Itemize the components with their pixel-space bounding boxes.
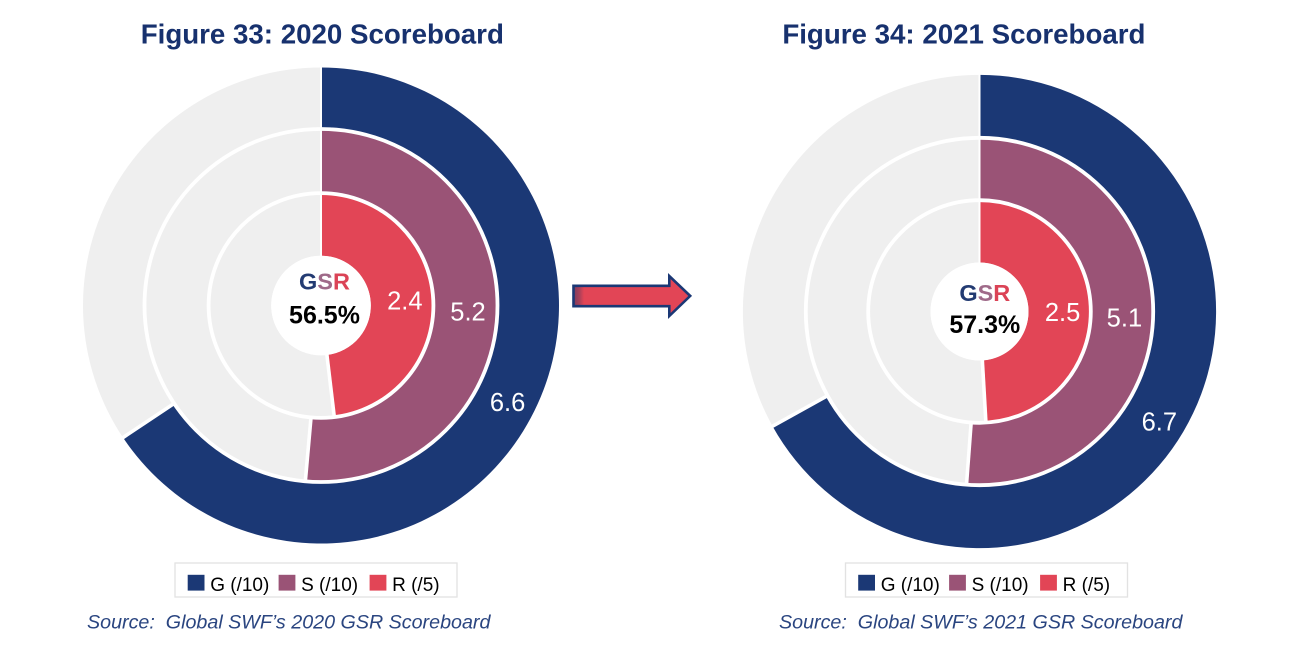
- svg-text:56.5%: 56.5%: [289, 302, 360, 330]
- svg-text:5.1: 5.1: [1107, 304, 1142, 332]
- svg-text:Source: Global SWF’s 2020 GSR: Source: Global SWF’s 2020 GSR Scoreboard: [87, 611, 491, 633]
- svg-text:6.6: 6.6: [490, 389, 525, 417]
- svg-text:Figure 34: 2021 Scoreboard: Figure 34: 2021 Scoreboard: [782, 19, 1145, 50]
- svg-text:G (/10): G (/10): [210, 575, 269, 596]
- svg-text:5.2: 5.2: [450, 298, 485, 326]
- svg-text:2.5: 2.5: [1045, 299, 1080, 327]
- svg-text:Source: Global SWF’s 2021 GSR: Source: Global SWF’s 2021 GSR Scoreboard: [779, 611, 1183, 633]
- svg-text:S (/10): S (/10): [972, 575, 1029, 596]
- svg-text:S (/10): S (/10): [301, 575, 358, 596]
- svg-text:R (/5): R (/5): [1063, 575, 1111, 596]
- svg-text:57.3%: 57.3%: [949, 311, 1020, 339]
- svg-text:GSR: GSR: [299, 269, 350, 295]
- svg-text:G (/10): G (/10): [881, 575, 940, 596]
- svg-text:2.4: 2.4: [387, 287, 422, 315]
- svg-text:Figure 33: 2020 Scoreboard: Figure 33: 2020 Scoreboard: [141, 19, 504, 50]
- svg-text:R (/5): R (/5): [392, 575, 440, 596]
- svg-text:6.7: 6.7: [1142, 408, 1177, 436]
- svg-text:GSR: GSR: [959, 280, 1010, 306]
